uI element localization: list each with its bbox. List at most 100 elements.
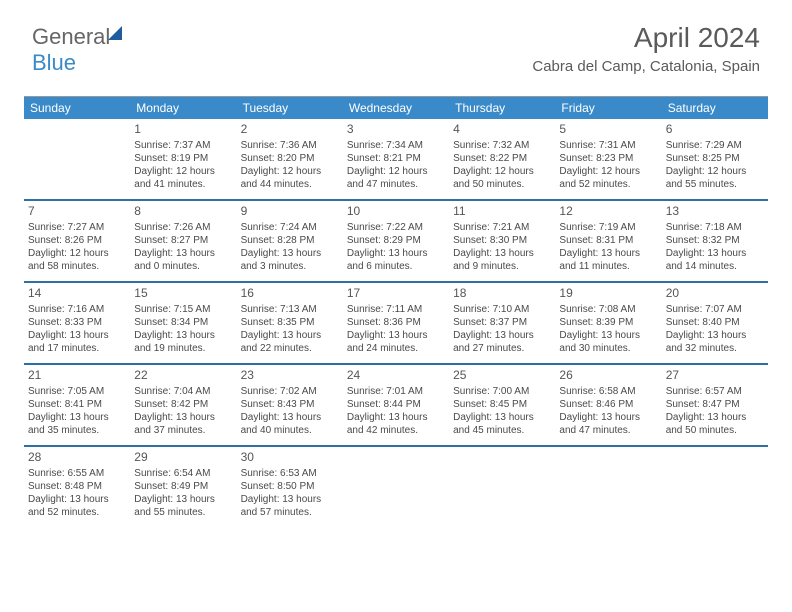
day-cell: 8Sunrise: 7:26 AMSunset: 8:27 PMDaylight…	[130, 201, 236, 281]
day-cell: 10Sunrise: 7:22 AMSunset: 8:29 PMDayligh…	[343, 201, 449, 281]
day-cell: 26Sunrise: 6:58 AMSunset: 8:46 PMDayligh…	[555, 365, 661, 445]
sunset-line: Sunset: 8:28 PM	[241, 234, 339, 247]
day-number: 11	[453, 204, 551, 220]
weekday-saturday: Saturday	[662, 97, 768, 119]
day-cell-empty	[24, 119, 130, 199]
day-cell: 18Sunrise: 7:10 AMSunset: 8:37 PMDayligh…	[449, 283, 555, 363]
header-right: April 2024 Cabra del Camp, Catalonia, Sp…	[532, 22, 760, 75]
sunrise-line: Sunrise: 7:26 AM	[134, 221, 232, 234]
day-cell: 5Sunrise: 7:31 AMSunset: 8:23 PMDaylight…	[555, 119, 661, 199]
daylight-line: Daylight: 13 hours and 37 minutes.	[134, 411, 232, 437]
weekday-thursday: Thursday	[449, 97, 555, 119]
day-number: 20	[666, 286, 764, 302]
sunset-line: Sunset: 8:21 PM	[347, 152, 445, 165]
day-cell: 13Sunrise: 7:18 AMSunset: 8:32 PMDayligh…	[662, 201, 768, 281]
sunrise-line: Sunrise: 7:13 AM	[241, 303, 339, 316]
sunset-line: Sunset: 8:46 PM	[559, 398, 657, 411]
day-number: 4	[453, 122, 551, 138]
sunset-line: Sunset: 8:35 PM	[241, 316, 339, 329]
day-cell: 12Sunrise: 7:19 AMSunset: 8:31 PMDayligh…	[555, 201, 661, 281]
sunset-line: Sunset: 8:37 PM	[453, 316, 551, 329]
daylight-line: Daylight: 13 hours and 3 minutes.	[241, 247, 339, 273]
daylight-line: Daylight: 13 hours and 24 minutes.	[347, 329, 445, 355]
day-cell: 9Sunrise: 7:24 AMSunset: 8:28 PMDaylight…	[237, 201, 343, 281]
day-cell: 6Sunrise: 7:29 AMSunset: 8:25 PMDaylight…	[662, 119, 768, 199]
daylight-line: Daylight: 13 hours and 55 minutes.	[134, 493, 232, 519]
day-number: 25	[453, 368, 551, 384]
daylight-line: Daylight: 12 hours and 50 minutes.	[453, 165, 551, 191]
day-number: 10	[347, 204, 445, 220]
sunrise-line: Sunrise: 7:32 AM	[453, 139, 551, 152]
day-number: 6	[666, 122, 764, 138]
sunrise-line: Sunrise: 6:58 AM	[559, 385, 657, 398]
sunset-line: Sunset: 8:43 PM	[241, 398, 339, 411]
day-number: 14	[28, 286, 126, 302]
sunset-line: Sunset: 8:45 PM	[453, 398, 551, 411]
sunset-line: Sunset: 8:41 PM	[28, 398, 126, 411]
day-number: 2	[241, 122, 339, 138]
sunset-line: Sunset: 8:20 PM	[241, 152, 339, 165]
sunrise-line: Sunrise: 7:21 AM	[453, 221, 551, 234]
weekday-monday: Monday	[130, 97, 236, 119]
week-row: 14Sunrise: 7:16 AMSunset: 8:33 PMDayligh…	[24, 283, 768, 365]
logo: General Blue	[32, 24, 122, 76]
day-cell-empty	[343, 447, 449, 527]
sunrise-line: Sunrise: 7:05 AM	[28, 385, 126, 398]
sunrise-line: Sunrise: 6:53 AM	[241, 467, 339, 480]
day-cell: 22Sunrise: 7:04 AMSunset: 8:42 PMDayligh…	[130, 365, 236, 445]
day-cell: 24Sunrise: 7:01 AMSunset: 8:44 PMDayligh…	[343, 365, 449, 445]
day-cell: 29Sunrise: 6:54 AMSunset: 8:49 PMDayligh…	[130, 447, 236, 527]
day-number: 13	[666, 204, 764, 220]
weekday-header: SundayMondayTuesdayWednesdayThursdayFrid…	[24, 97, 768, 119]
sunrise-line: Sunrise: 7:00 AM	[453, 385, 551, 398]
day-number: 24	[347, 368, 445, 384]
sunset-line: Sunset: 8:34 PM	[134, 316, 232, 329]
weekday-friday: Friday	[555, 97, 661, 119]
sunset-line: Sunset: 8:32 PM	[666, 234, 764, 247]
sunset-line: Sunset: 8:49 PM	[134, 480, 232, 493]
day-number: 27	[666, 368, 764, 384]
sunset-line: Sunset: 8:22 PM	[453, 152, 551, 165]
day-number: 16	[241, 286, 339, 302]
sunrise-line: Sunrise: 7:22 AM	[347, 221, 445, 234]
month-title: April 2024	[532, 22, 760, 54]
sunrise-line: Sunrise: 7:19 AM	[559, 221, 657, 234]
day-cell: 25Sunrise: 7:00 AMSunset: 8:45 PMDayligh…	[449, 365, 555, 445]
sunrise-line: Sunrise: 7:02 AM	[241, 385, 339, 398]
daylight-line: Daylight: 13 hours and 57 minutes.	[241, 493, 339, 519]
week-row: 21Sunrise: 7:05 AMSunset: 8:41 PM Dayligh…	[24, 365, 768, 447]
sunrise-line: Sunrise: 6:55 AM	[28, 467, 126, 480]
sunrise-line: Sunrise: 7:15 AM	[134, 303, 232, 316]
day-number: 30	[241, 450, 339, 466]
sunset-line: Sunset: 8:39 PM	[559, 316, 657, 329]
daylight-line: Daylight: 12 hours and 41 minutes.	[134, 165, 232, 191]
day-cell-empty	[449, 447, 555, 527]
daylight-line: Daylight: 13 hours and 32 minutes.	[666, 329, 764, 355]
sunrise-line: Sunrise: 7:01 AM	[347, 385, 445, 398]
day-cell: 17Sunrise: 7:11 AMSunset: 8:36 PMDayligh…	[343, 283, 449, 363]
day-number: 21	[28, 368, 126, 384]
weekday-tuesday: Tuesday	[237, 97, 343, 119]
sunrise-line: Sunrise: 7:08 AM	[559, 303, 657, 316]
sunrise-line: Sunrise: 6:54 AM	[134, 467, 232, 480]
sunrise-line: Sunrise: 7:04 AM	[134, 385, 232, 398]
daylight-line: Daylight: 13 hours and 42 minutes.	[347, 411, 445, 437]
day-cell: 15Sunrise: 7:15 AMSunset: 8:34 PMDayligh…	[130, 283, 236, 363]
day-number: 17	[347, 286, 445, 302]
daylight-line: Daylight: 13 hours and 0 minutes.	[134, 247, 232, 273]
daylight-line: Daylight: 13 hours and 52 minutes.	[28, 493, 126, 519]
daylight-line: Daylight: 13 hours and 14 minutes.	[666, 247, 764, 273]
logo-general: General	[32, 24, 110, 49]
sunset-line: Sunset: 8:47 PM	[666, 398, 764, 411]
day-number: 23	[241, 368, 339, 384]
day-cell: 28Sunrise: 6:55 AMSunset: 8:48 PMDayligh…	[24, 447, 130, 527]
sunrise-line: Sunrise: 7:24 AM	[241, 221, 339, 234]
daylight-line: Daylight: 13 hours and 6 minutes.	[347, 247, 445, 273]
daylight-line: Daylight: 13 hours and 22 minutes.	[241, 329, 339, 355]
sunset-line: Sunset: 8:42 PM	[134, 398, 232, 411]
day-number: 9	[241, 204, 339, 220]
day-number: 8	[134, 204, 232, 220]
day-cell-empty	[555, 447, 661, 527]
daylight-line: Daylight: 13 hours and 47 minutes.	[559, 411, 657, 437]
day-number: 5	[559, 122, 657, 138]
